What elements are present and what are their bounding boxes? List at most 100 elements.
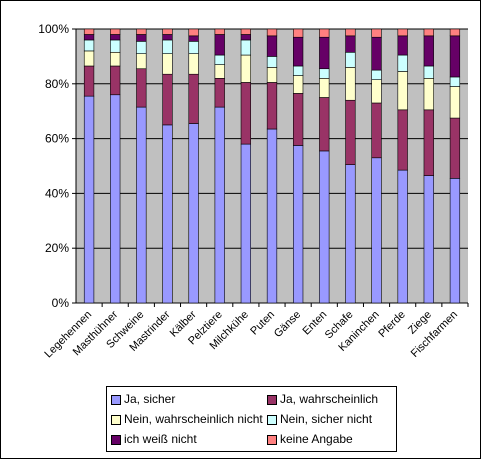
bar-segment bbox=[188, 73, 199, 124]
bar-segment bbox=[319, 68, 330, 79]
legend-swatch bbox=[111, 435, 121, 445]
y-tick-label: 100% bbox=[38, 22, 69, 36]
bar-segment bbox=[371, 79, 382, 104]
bar-segment bbox=[397, 109, 408, 171]
bar-segment bbox=[292, 28, 304, 38]
bar-segment bbox=[319, 28, 330, 38]
bar-segment bbox=[136, 68, 147, 108]
bar-segment bbox=[266, 82, 278, 130]
bar-segment bbox=[240, 34, 252, 41]
bar-segment bbox=[397, 35, 408, 56]
bar-segment bbox=[449, 178, 461, 304]
bar-segment bbox=[449, 28, 461, 37]
legend: Ja, sicher Ja, wahrscheinlich Nein, wahr… bbox=[106, 386, 397, 452]
bar-segment bbox=[449, 35, 461, 78]
legend-swatch bbox=[267, 395, 277, 405]
legend-swatch bbox=[111, 395, 121, 405]
bar-segment bbox=[240, 143, 252, 304]
bar-segment bbox=[110, 28, 121, 35]
bar-segment bbox=[371, 102, 382, 159]
legend-swatch bbox=[267, 435, 277, 445]
bar-segment bbox=[266, 67, 278, 83]
y-tick-label: 20% bbox=[45, 241, 69, 255]
bar-segment bbox=[136, 41, 147, 54]
bar-segment bbox=[214, 64, 225, 79]
bar-segment bbox=[397, 28, 408, 37]
legend-swatch bbox=[267, 415, 277, 425]
bar-segment bbox=[83, 95, 95, 304]
bar-segment bbox=[83, 28, 95, 35]
bar-segment bbox=[423, 78, 434, 111]
bar-segment bbox=[240, 28, 252, 35]
bar-segment bbox=[83, 50, 95, 67]
y-tick-label: 40% bbox=[45, 186, 69, 200]
bar-segment bbox=[345, 35, 356, 53]
bar-segment bbox=[266, 128, 278, 304]
bar-segment bbox=[345, 164, 356, 304]
bar-segment bbox=[397, 71, 408, 111]
bar-segment bbox=[292, 36, 304, 67]
bar-segment bbox=[83, 65, 95, 97]
legend-swatch bbox=[111, 415, 121, 425]
bar-segment bbox=[345, 99, 356, 165]
bar-segment bbox=[214, 106, 225, 304]
bar-segment bbox=[319, 150, 330, 304]
bar-segment bbox=[162, 73, 173, 126]
bar-segment bbox=[162, 34, 173, 41]
bar-segment bbox=[240, 54, 252, 83]
legend-label: Nein, sicher nicht bbox=[280, 412, 373, 426]
bar-segment bbox=[423, 28, 434, 37]
x-tick-label: Pferde bbox=[376, 309, 407, 340]
y-tick-label: 60% bbox=[45, 132, 69, 146]
bar-segment bbox=[345, 51, 356, 68]
bar-segment bbox=[319, 78, 330, 98]
bar-segment bbox=[110, 65, 121, 96]
bar-segment bbox=[240, 39, 252, 56]
bar-segment bbox=[162, 53, 173, 75]
bar-segment bbox=[319, 97, 330, 152]
bar-segment bbox=[423, 35, 434, 67]
bar-segment bbox=[162, 39, 173, 54]
bar-segment bbox=[371, 28, 382, 38]
bar-segment bbox=[214, 78, 225, 108]
legend-label: ich weiß nicht bbox=[124, 432, 197, 446]
bar-segment bbox=[449, 86, 461, 119]
bar-segment bbox=[214, 28, 225, 35]
bar-segment bbox=[162, 124, 173, 304]
bar-segment bbox=[449, 76, 461, 87]
legend-label: Ja, sicher bbox=[124, 392, 176, 406]
bar-segment bbox=[136, 53, 147, 70]
bar-segment bbox=[83, 34, 95, 41]
bar-segment bbox=[319, 36, 330, 70]
bar-segment bbox=[423, 109, 434, 176]
bar-segment bbox=[136, 34, 147, 42]
bar-segment bbox=[188, 53, 199, 75]
bar-segment bbox=[188, 35, 199, 42]
bar-segment bbox=[188, 28, 199, 37]
bar-segment bbox=[397, 54, 408, 72]
stacked-bar-chart: 0%20%40%60%80%100%LegehennenMasthühnerSc… bbox=[38, 22, 469, 360]
bar-segment bbox=[371, 36, 382, 71]
bar-segment bbox=[292, 93, 304, 146]
bar-segment bbox=[162, 28, 173, 35]
bar-segment bbox=[110, 39, 121, 53]
bar-segment bbox=[345, 28, 356, 37]
bar-segment bbox=[110, 34, 121, 41]
bar-segment bbox=[423, 65, 434, 79]
bar-segment bbox=[136, 28, 147, 35]
bar-segment bbox=[266, 28, 278, 37]
legend-label: Ja, wahrscheinlich bbox=[280, 392, 379, 406]
bar-segment bbox=[371, 69, 382, 80]
bar-segment bbox=[188, 41, 199, 54]
legend-label: Nein, wahrscheinlich nicht bbox=[124, 412, 263, 426]
bar-segment bbox=[345, 67, 356, 101]
bar-segment bbox=[266, 56, 278, 68]
bar-segment bbox=[188, 123, 199, 304]
x-tick-label: Gänse bbox=[272, 309, 303, 340]
bar-segment bbox=[449, 117, 461, 179]
bar-segment bbox=[240, 82, 252, 145]
bar-segment bbox=[136, 106, 147, 304]
bar-segment bbox=[266, 35, 278, 57]
y-tick-label: 0% bbox=[52, 296, 70, 310]
bar-segment bbox=[214, 54, 225, 65]
